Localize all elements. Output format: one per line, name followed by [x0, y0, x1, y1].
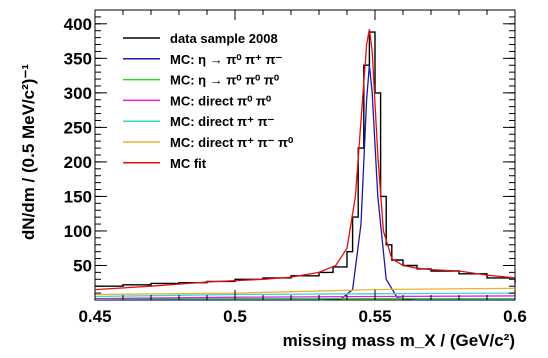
legend-label-3: MC: direct π⁰ π⁰: [170, 93, 272, 108]
plot-frame: [94, 9, 516, 301]
series-line-3: [94, 295, 516, 300]
legend-label-4: MC: direct π⁺ π⁻: [170, 114, 275, 129]
x-tick-label-1: 0.5: [223, 307, 247, 326]
series-layer: [94, 29, 516, 301]
legend-label-6: MC fit: [170, 156, 207, 171]
y-tick-label-3: 200: [64, 153, 92, 172]
legend-label-5: MC: direct π⁺ π⁻ π⁰: [170, 135, 294, 150]
x-tick-label-3: 0.6: [503, 307, 527, 326]
axes-layer: 0.45 0.5 0.55 0.6 50 100 150 200 250 300 350 400: [64, 9, 527, 326]
y-tick-label-7: 400: [64, 15, 92, 34]
series-line-6: [94, 29, 516, 291]
legend-label-2: MC: η → π⁰ π⁰ π⁰: [170, 73, 280, 88]
y-tick-label-2: 150: [64, 187, 92, 206]
legend-label-1: MC: η → π⁰ π⁺ π⁻: [170, 52, 282, 67]
series-line-0: [95, 31, 516, 287]
y-tick-label-6: 350: [64, 49, 92, 68]
series-line-2: [94, 297, 515, 300]
legend-label-0: data sample 2008: [170, 31, 278, 46]
x-tick-label-2: 0.55: [358, 307, 391, 326]
series-line-5: [94, 287, 516, 296]
y-tick-label-4: 250: [64, 118, 92, 137]
y-tick-label-0: 50: [73, 256, 92, 275]
x-tick-label-0: 0.45: [78, 307, 111, 326]
x-axis-title: missing mass m_X / (GeV/c²): [283, 331, 515, 350]
y-tick-label-1: 100: [64, 222, 92, 241]
y-axis-title: dN/dm / (0.5 MeV/c²)⁻¹: [19, 64, 38, 240]
legend: data sample 2008 MC: η → π⁰ π⁺ π⁻ MC: η → …: [123, 31, 294, 171]
y-tick-label-5: 300: [64, 84, 92, 103]
series-line-4: [94, 292, 516, 298]
plot-area: [94, 9, 516, 301]
